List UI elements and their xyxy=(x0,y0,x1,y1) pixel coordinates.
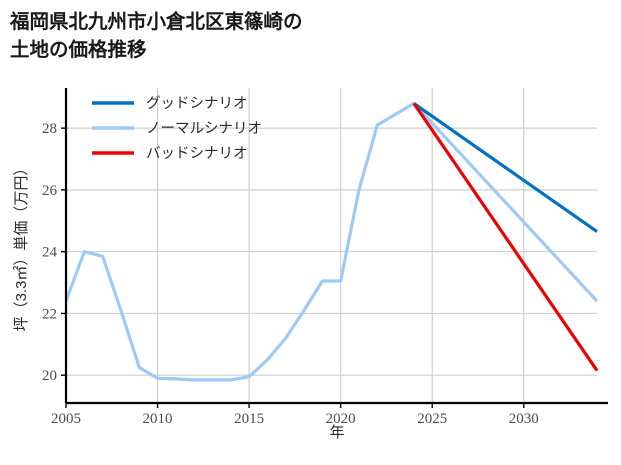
gridlines xyxy=(65,88,597,403)
series-line-normal xyxy=(64,101,599,382)
y-tick-label: 20 xyxy=(42,368,57,384)
series-layer xyxy=(64,101,599,382)
x-tick-label: 2015 xyxy=(234,411,264,427)
y-tick-label: 26 xyxy=(42,183,58,199)
legend-label: ノーマルシナリオ xyxy=(146,121,262,137)
x-tick-label: 2025 xyxy=(417,411,447,427)
y-tick-label: 24 xyxy=(42,245,58,261)
series-line-good xyxy=(412,102,598,233)
x-axis-title: 年 xyxy=(329,424,344,441)
series-line-bad xyxy=(412,102,599,372)
tick-labels: 20 22 24 26 28 2005 2010 2015 2020 2025 2030 xyxy=(42,121,539,427)
y-tick-label: 22 xyxy=(42,306,57,322)
y-tick-label: 28 xyxy=(42,121,57,137)
chart-title: 福岡県北九州市小倉北区東篠崎の 土地の価格推移 xyxy=(10,11,303,61)
x-tick-label: 2020 xyxy=(326,411,356,427)
x-tick-label: 2030 xyxy=(509,411,539,427)
x-tick-label: 2005 xyxy=(51,411,81,427)
y-axis-title: 坪（3.3㎡）単価（万円） xyxy=(13,161,30,332)
legend-label: バッドシナリオ xyxy=(146,146,248,162)
x-tick-label: 2010 xyxy=(143,411,173,427)
legend-label: グッドシナリオ xyxy=(146,95,248,112)
axis-spines xyxy=(64,88,608,405)
